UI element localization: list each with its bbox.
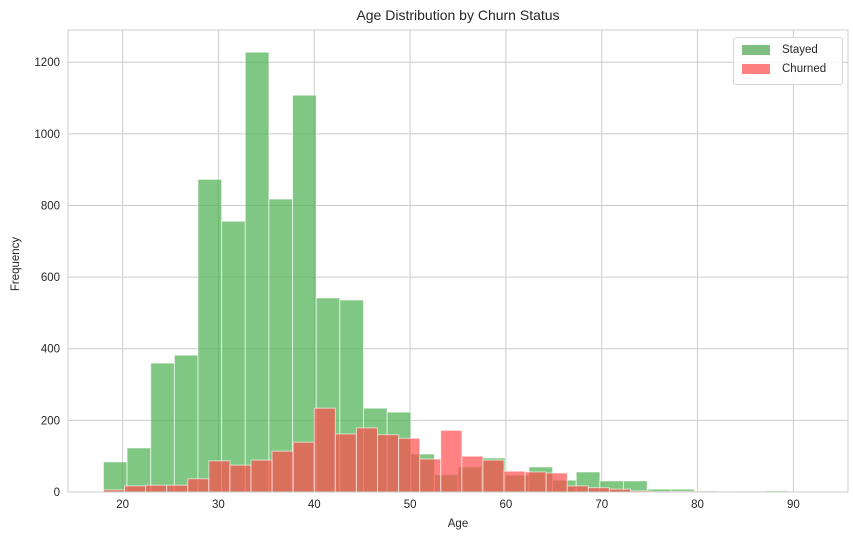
histogram-bar-churned bbox=[187, 478, 210, 493]
y-tick-label: 800 bbox=[41, 200, 60, 212]
histogram-bar-churned bbox=[166, 484, 189, 493]
x-tick-label: 70 bbox=[595, 499, 608, 511]
histogram-bar-stayed bbox=[102, 461, 128, 493]
chart-title: Age Distribution by Churn Status bbox=[356, 7, 560, 23]
legend-swatch-churned bbox=[742, 64, 770, 74]
histogram-bar-churned bbox=[208, 460, 231, 493]
x-tick-label: 40 bbox=[308, 499, 321, 511]
histogram-bar-churned bbox=[355, 427, 379, 493]
x-axis-label: Age bbox=[447, 518, 469, 530]
histogram-bar-churned bbox=[377, 434, 400, 493]
legend-item-stayed: Stayed bbox=[742, 44, 818, 56]
legend-item-churned: Churned bbox=[742, 63, 826, 75]
y-tick-label: 0 bbox=[54, 487, 60, 499]
histogram-bar-churned bbox=[503, 470, 526, 493]
legend-swatch-stayed bbox=[742, 45, 770, 55]
histogram-bar-stayed bbox=[150, 362, 175, 493]
y-tick-label: 200 bbox=[41, 415, 60, 427]
legend-label-churned: Churned bbox=[782, 63, 827, 75]
x-tick-label: 90 bbox=[787, 499, 800, 511]
legend: Stayed Churned bbox=[733, 37, 843, 85]
x-tick-label: 50 bbox=[404, 499, 417, 511]
histogram-bar-churned bbox=[419, 458, 442, 493]
y-tick-label: 1200 bbox=[34, 57, 60, 69]
histogram-bar-churned bbox=[145, 484, 168, 493]
histogram-bar-churned bbox=[398, 437, 421, 493]
histogram-bar-stayed bbox=[268, 198, 294, 493]
y-tick-label: 600 bbox=[41, 272, 60, 284]
histogram-bar-churned bbox=[292, 441, 315, 493]
histogram-bar-churned bbox=[250, 459, 273, 493]
histogram-bar-stayed bbox=[197, 178, 223, 493]
histogram-bar-stayed bbox=[292, 94, 317, 493]
histogram-bar-stayed bbox=[221, 220, 246, 493]
x-tick-label: 60 bbox=[500, 499, 513, 511]
x-tick-label: 30 bbox=[212, 499, 225, 511]
histogram-bar-churned bbox=[566, 485, 589, 493]
plot-frame bbox=[67, 29, 849, 493]
histogram-bar-churned bbox=[229, 464, 252, 493]
histogram-bar-churned bbox=[482, 459, 505, 493]
histogram-bar-churned bbox=[524, 471, 547, 493]
histogram-bar-churned bbox=[440, 429, 463, 493]
histogram-bar-churned bbox=[587, 487, 610, 493]
histogram-bar-churned bbox=[461, 455, 484, 493]
histogram-bar-churned bbox=[334, 433, 357, 493]
x-tick-label: 20 bbox=[116, 499, 129, 511]
histogram-bar-churned bbox=[313, 407, 336, 493]
legend-label-stayed: Stayed bbox=[782, 44, 818, 56]
histogram-bar-stayed bbox=[244, 51, 270, 493]
histogram-bar-stayed bbox=[173, 354, 199, 493]
y-tick-label: 1000 bbox=[34, 129, 60, 141]
y-tick-label: 400 bbox=[41, 344, 60, 356]
histogram-bar-churned bbox=[545, 472, 568, 493]
histogram-bar-churned bbox=[271, 450, 294, 493]
x-tick-label: 80 bbox=[691, 499, 704, 511]
histogram-bar-churned bbox=[124, 485, 147, 493]
